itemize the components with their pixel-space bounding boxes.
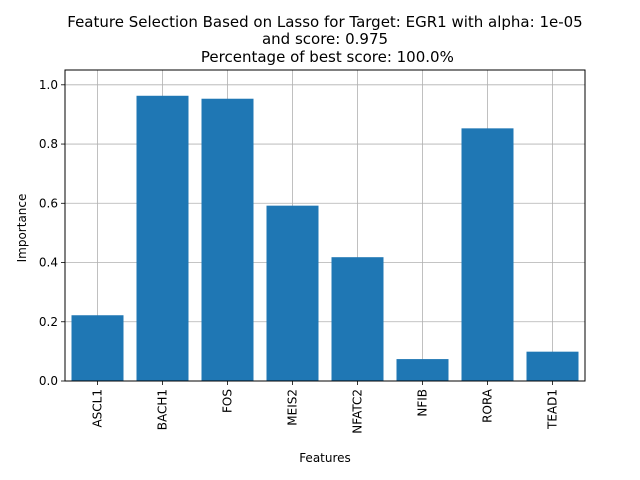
y-tick-label: 0.6 <box>39 196 58 210</box>
x-tick-label: TEAD1 <box>546 389 560 430</box>
bar-fos <box>201 98 254 382</box>
y-tick-label: 0.8 <box>39 137 58 151</box>
plot-frame <box>64 69 586 382</box>
chart-title-line-2: and score: 0.975 <box>262 30 388 48</box>
x-tick-label: FOS <box>221 389 235 413</box>
chart-title-line-3: Percentage of best score: 100.0% <box>196 48 454 66</box>
chart-title: Feature Selection Based on Lasso for Tar… <box>67 13 582 66</box>
x-tick-label: ASCL1 <box>91 389 105 428</box>
bar-meis2 <box>266 205 319 381</box>
chart-title-line-1: Feature Selection Based on Lasso for Tar… <box>67 13 582 31</box>
x-axis-label: Features <box>299 451 351 465</box>
axes <box>64 69 586 382</box>
bars <box>71 95 579 382</box>
x-tick-label: MEIS2 <box>286 389 300 426</box>
y-tick-label: 0.0 <box>39 374 58 388</box>
y-tick-label: 0.4 <box>39 256 58 270</box>
x-tick-label: RORA <box>481 388 495 423</box>
bar-bach1 <box>136 95 189 382</box>
x-tick-label: NFATC2 <box>351 389 365 434</box>
bar-ascl1 <box>71 315 124 381</box>
y-axis-label: Importance <box>15 194 29 263</box>
bar-rora <box>461 128 514 381</box>
ticks: 0.0 0.2 0.4 0.6 0.8 1.0 ASCL1 BACH1 FOS MEIS2 NFAT… <box>39 78 560 434</box>
y-tick-label: 0.2 <box>39 315 58 329</box>
x-tick-label: NFIB <box>416 389 430 417</box>
bar-tead1 <box>526 351 579 381</box>
bar-nfatc2 <box>331 257 384 381</box>
bar-nfib <box>396 359 449 381</box>
y-tick-label: 1.0 <box>39 78 58 92</box>
x-tick-label: BACH1 <box>156 389 170 430</box>
